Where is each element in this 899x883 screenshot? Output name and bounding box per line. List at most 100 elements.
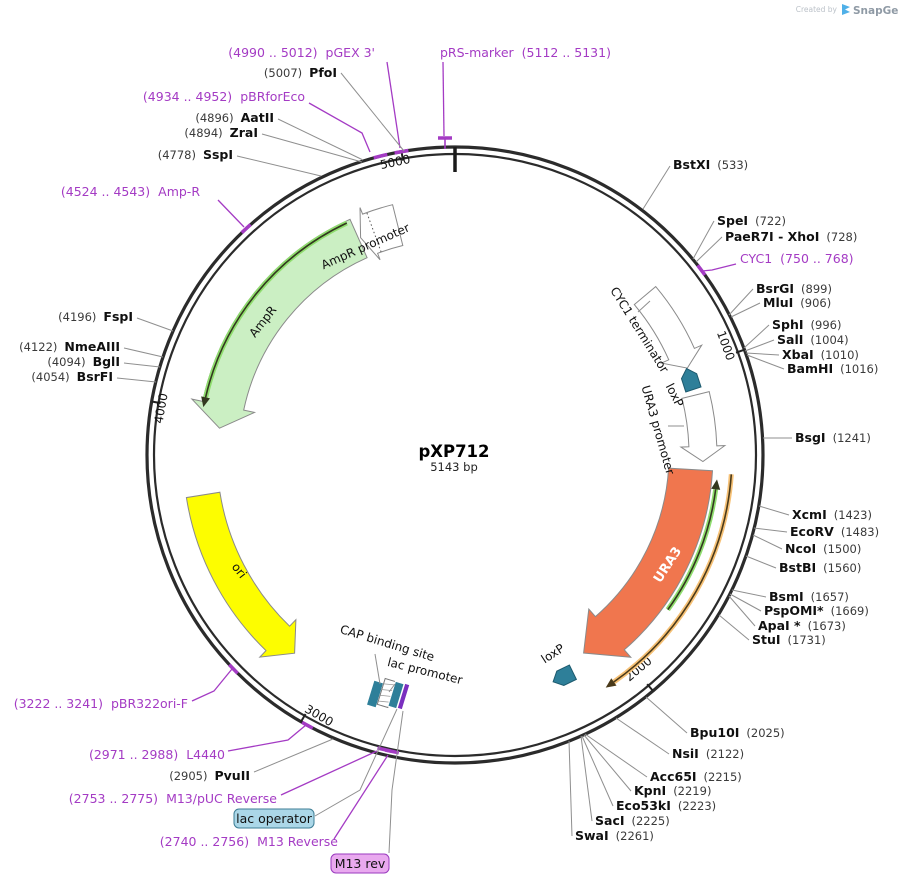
feature-loxp-1[interactable] bbox=[679, 366, 702, 393]
enzyme-callout-line bbox=[743, 324, 770, 349]
primer-label-pbrforeco[interactable]: (4934 .. 4952) pBRforEco bbox=[143, 89, 305, 104]
scale-tick-4000 bbox=[151, 400, 161, 405]
enzyme-label-zrai[interactable]: (4894) ZraI bbox=[184, 125, 258, 140]
orf-arc-ura3-tan-core bbox=[613, 474, 733, 683]
feature-loxp-2[interactable] bbox=[550, 664, 578, 689]
hatch-line bbox=[378, 700, 389, 703]
feature-box-lac-operator[interactable] bbox=[387, 680, 405, 710]
feature-label-cap-binding-site[interactable]: CAP binding site bbox=[338, 622, 436, 664]
primer-label-cyc1[interactable]: CYC1 (750 .. 768) bbox=[740, 251, 854, 266]
enzyme-callout-line bbox=[745, 352, 780, 356]
enzyme-label-bamhi[interactable]: BamHI (1016) bbox=[787, 361, 878, 376]
enzyme-label-pfoi[interactable]: (5007) PfoI bbox=[264, 65, 337, 80]
primer-callout-line bbox=[442, 61, 445, 137]
enzyme-label-mlui[interactable]: MluI (906) bbox=[763, 295, 831, 310]
enzyme-callout-line bbox=[695, 236, 723, 263]
feature-label-loxp-2[interactable]: loxP bbox=[539, 641, 567, 666]
m13-rev-label-box bbox=[330, 853, 390, 874]
enzyme-callout-line bbox=[731, 589, 767, 598]
enzyme-label-bsrgi[interactable]: BsrGI (899) bbox=[756, 281, 832, 296]
enzyme-label-nsii[interactable]: NsiI (2122) bbox=[672, 746, 744, 761]
enzyme-callout-line bbox=[340, 72, 405, 152]
enzyme-callout-line bbox=[116, 377, 157, 383]
lac-operator-box bbox=[387, 680, 405, 710]
snapgene-logo-icon bbox=[842, 4, 850, 15]
enzyme-label-saci[interactable]: SacI (2225) bbox=[595, 813, 670, 828]
lac-operator-label-text: lac operator bbox=[236, 811, 313, 826]
primer-label-l4440[interactable]: (2971 .. 2988) L4440 bbox=[89, 747, 225, 762]
orf-arrowhead-ura3-green bbox=[711, 479, 721, 490]
primer-label-pbr322ori-f[interactable]: (3222 .. 3241) pBR322ori-F bbox=[14, 696, 188, 711]
enzyme-callout-line bbox=[277, 118, 364, 161]
primer-callout-line bbox=[701, 263, 737, 272]
enzyme-callout-line bbox=[752, 534, 783, 550]
enzyme-label-bsmi[interactable]: BsmI (1657) bbox=[769, 589, 849, 604]
feature-box-m13-rev[interactable] bbox=[396, 682, 411, 711]
enzyme-label-bsrfi[interactable]: (4054) BsrFI bbox=[31, 369, 113, 384]
primer-tick-pgex3 bbox=[394, 148, 409, 155]
feature-label-loxp-1[interactable]: loxP bbox=[663, 381, 687, 409]
lac-operator-label-box bbox=[233, 808, 315, 829]
enzyme-label-fspi[interactable]: (4196) FspI bbox=[58, 309, 133, 324]
enzyme-label-kpni[interactable]: KpnI (2219) bbox=[634, 783, 711, 798]
enzyme-label-sphi[interactable]: SphI (996) bbox=[772, 317, 841, 332]
watermark-brand: SnapGene bbox=[853, 5, 899, 17]
enzyme-label-nmeaiii[interactable]: (4122) NmeAIII bbox=[19, 339, 120, 354]
feature-arrow-cyc1-terminator[interactable] bbox=[633, 285, 703, 369]
enzyme-label-xcmi[interactable]: XcmI (1423) bbox=[792, 507, 872, 522]
enzyme-callout-line bbox=[746, 354, 785, 370]
enzyme-callout-line bbox=[136, 317, 174, 332]
primer-callout-line bbox=[308, 102, 371, 153]
enzyme-label-bstbi[interactable]: BstBI (1560) bbox=[779, 560, 861, 575]
enzyme-label-paer7i-xhoi[interactable]: PaeR7I - XhoI (728) bbox=[725, 229, 857, 244]
enzyme-label-spei[interactable]: SpeI (722) bbox=[717, 213, 786, 228]
enzyme-label-ecorv[interactable]: EcoRV (1483) bbox=[790, 524, 879, 539]
enzyme-callout-line bbox=[730, 302, 761, 318]
enzyme-label-swai[interactable]: SwaI (2261) bbox=[575, 828, 654, 843]
feature-arrow-ura3[interactable] bbox=[583, 467, 714, 658]
orf-arrowhead-ampr bbox=[201, 396, 210, 408]
feature-callout-line bbox=[388, 683, 396, 693]
enzyme-label-bgli[interactable]: (4094) BglI bbox=[47, 354, 120, 369]
enzyme-label-sali[interactable]: SalI (1004) bbox=[777, 332, 849, 347]
enzyme-label-bpu10i[interactable]: Bpu10I (2025) bbox=[690, 725, 785, 740]
enzyme-label-apai[interactable]: ApaI * (1673) bbox=[758, 618, 846, 633]
feature-arrow-ura3-promoter[interactable] bbox=[679, 390, 727, 463]
enzyme-callout-line bbox=[580, 735, 593, 822]
primer-callout-line bbox=[333, 754, 389, 840]
enzyme-callout-line bbox=[123, 362, 161, 368]
orf-arrowhead-ura3-tan bbox=[605, 678, 617, 688]
m13-rev-label-text: M13 rev bbox=[335, 856, 386, 871]
enzyme-label-eco53ki[interactable]: Eco53kI (2223) bbox=[616, 798, 716, 813]
primer-label-amp-r[interactable]: (4524 .. 4543) Amp-R bbox=[61, 184, 200, 199]
enzyme-callout-line bbox=[615, 717, 670, 755]
primer-label-pgex3[interactable]: (4990 .. 5012) pGEX 3' bbox=[228, 45, 375, 60]
primer-callout-line bbox=[386, 61, 401, 149]
feature-arrow-ampr-promoter[interactable] bbox=[359, 204, 404, 261]
plasmid-size: 5143 bp bbox=[430, 460, 478, 474]
enzyme-label-bstxi[interactable]: BstXI (533) bbox=[673, 157, 748, 172]
enzyme-label-stui[interactable]: StuI (1731) bbox=[752, 632, 826, 647]
scale-label-5000: 5000 bbox=[379, 152, 412, 172]
feature-label-lac-operator[interactable]: lac operator bbox=[233, 808, 315, 829]
enzyme-callout-line bbox=[261, 133, 363, 163]
primer-label-m13-reverse[interactable]: (2740 .. 2756) M13 Reverse bbox=[160, 834, 338, 849]
primer-label-m13puc-reverse[interactable]: (2753 .. 2775) M13/pUC Reverse bbox=[69, 791, 278, 806]
primer-label-prs-marker[interactable]: pRS-marker (5112 .. 5131) bbox=[440, 45, 611, 60]
enzyme-label-ncoi[interactable]: NcoI (1500) bbox=[785, 541, 861, 556]
enzyme-label-aatii[interactable]: (4896) AatII bbox=[195, 110, 274, 125]
enzyme-label-bsgi[interactable]: BsgI (1241) bbox=[795, 430, 871, 445]
feature-label-m13-rev[interactable]: M13 rev bbox=[330, 853, 390, 874]
enzyme-label-pspomi[interactable]: PspOMI* (1669) bbox=[764, 603, 869, 618]
enzyme-callout-line bbox=[568, 740, 573, 837]
feature-arrow-ori[interactable] bbox=[185, 491, 297, 658]
enzyme-label-pvuii[interactable]: (2905) PvuII bbox=[169, 768, 250, 783]
enzyme-label-sspi[interactable]: (4778) SspI bbox=[158, 147, 233, 162]
enzyme-label-xbai[interactable]: XbaI (1010) bbox=[782, 347, 859, 362]
enzyme-callout-line bbox=[123, 347, 164, 358]
enzyme-callout-line bbox=[236, 155, 322, 177]
enzyme-label-acc65i[interactable]: Acc65I (2215) bbox=[650, 769, 742, 784]
enzyme-callout-line bbox=[584, 733, 648, 778]
enzyme-callout-line bbox=[718, 614, 750, 641]
